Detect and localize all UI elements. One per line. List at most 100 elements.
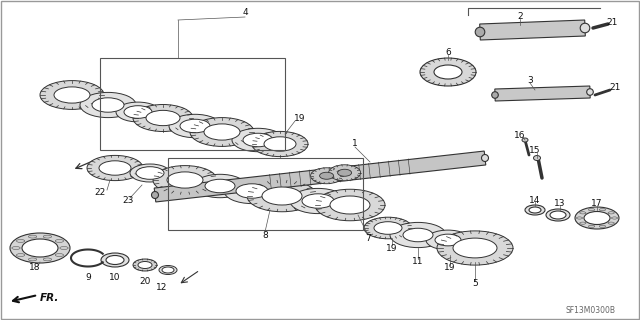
Ellipse shape bbox=[153, 166, 217, 195]
Ellipse shape bbox=[608, 212, 614, 214]
Ellipse shape bbox=[550, 211, 566, 219]
Ellipse shape bbox=[403, 228, 433, 242]
Ellipse shape bbox=[167, 172, 203, 188]
Ellipse shape bbox=[232, 128, 284, 152]
Ellipse shape bbox=[252, 132, 308, 156]
Polygon shape bbox=[154, 151, 486, 202]
Text: 2: 2 bbox=[517, 12, 523, 20]
Ellipse shape bbox=[588, 209, 595, 211]
Ellipse shape bbox=[330, 196, 370, 214]
Ellipse shape bbox=[580, 212, 586, 214]
Ellipse shape bbox=[435, 234, 461, 246]
Text: 18: 18 bbox=[29, 263, 41, 273]
Ellipse shape bbox=[138, 261, 152, 268]
Ellipse shape bbox=[180, 119, 210, 133]
Text: 17: 17 bbox=[591, 198, 603, 207]
Ellipse shape bbox=[580, 23, 590, 33]
Ellipse shape bbox=[584, 212, 610, 225]
Ellipse shape bbox=[290, 188, 346, 214]
Ellipse shape bbox=[162, 267, 174, 273]
Polygon shape bbox=[495, 86, 590, 101]
Ellipse shape bbox=[44, 258, 52, 261]
Ellipse shape bbox=[302, 194, 334, 208]
Ellipse shape bbox=[611, 217, 618, 219]
Text: 13: 13 bbox=[554, 198, 566, 207]
Ellipse shape bbox=[92, 98, 124, 112]
Text: SF13M0300B: SF13M0300B bbox=[565, 306, 615, 315]
Ellipse shape bbox=[28, 235, 36, 238]
Ellipse shape bbox=[374, 222, 402, 234]
Text: 10: 10 bbox=[109, 274, 121, 283]
Ellipse shape bbox=[481, 155, 488, 162]
Text: 8: 8 bbox=[262, 230, 268, 239]
Ellipse shape bbox=[146, 110, 180, 126]
Ellipse shape bbox=[529, 207, 541, 213]
Ellipse shape bbox=[152, 191, 159, 198]
Ellipse shape bbox=[338, 169, 351, 176]
Ellipse shape bbox=[437, 231, 513, 265]
Ellipse shape bbox=[328, 165, 360, 181]
Ellipse shape bbox=[169, 114, 221, 138]
Text: 19: 19 bbox=[387, 244, 397, 252]
Ellipse shape bbox=[190, 118, 254, 147]
Text: 6: 6 bbox=[445, 47, 451, 57]
Ellipse shape bbox=[475, 27, 485, 37]
Ellipse shape bbox=[80, 92, 136, 118]
Ellipse shape bbox=[577, 217, 582, 219]
Ellipse shape bbox=[247, 180, 317, 212]
Ellipse shape bbox=[264, 137, 296, 151]
Ellipse shape bbox=[599, 225, 605, 228]
Text: 15: 15 bbox=[529, 146, 541, 155]
Ellipse shape bbox=[580, 222, 586, 224]
Ellipse shape bbox=[99, 161, 131, 175]
Ellipse shape bbox=[204, 124, 240, 140]
Bar bbox=[100, 58, 285, 150]
Ellipse shape bbox=[87, 156, 143, 180]
Text: 1: 1 bbox=[352, 139, 358, 148]
Ellipse shape bbox=[194, 174, 246, 198]
Ellipse shape bbox=[434, 65, 462, 79]
Ellipse shape bbox=[522, 138, 528, 142]
Ellipse shape bbox=[136, 167, 164, 179]
Text: 9: 9 bbox=[85, 274, 91, 283]
Text: 23: 23 bbox=[122, 196, 134, 204]
Ellipse shape bbox=[40, 81, 104, 109]
Ellipse shape bbox=[133, 105, 193, 132]
Ellipse shape bbox=[364, 217, 412, 239]
Ellipse shape bbox=[310, 168, 342, 184]
Polygon shape bbox=[480, 20, 586, 40]
Ellipse shape bbox=[12, 246, 20, 250]
Ellipse shape bbox=[492, 92, 499, 98]
Ellipse shape bbox=[262, 187, 302, 205]
Ellipse shape bbox=[420, 58, 476, 86]
Ellipse shape bbox=[587, 89, 593, 95]
Ellipse shape bbox=[17, 239, 25, 243]
Text: 16: 16 bbox=[515, 131, 525, 140]
Ellipse shape bbox=[546, 209, 570, 221]
Ellipse shape bbox=[599, 209, 605, 211]
Text: 19: 19 bbox=[294, 114, 306, 123]
Ellipse shape bbox=[319, 172, 333, 179]
Ellipse shape bbox=[236, 184, 268, 198]
Text: 14: 14 bbox=[529, 196, 541, 204]
Ellipse shape bbox=[116, 102, 160, 122]
Ellipse shape bbox=[608, 222, 614, 224]
Ellipse shape bbox=[10, 233, 70, 263]
Text: 21: 21 bbox=[606, 18, 618, 27]
Text: 20: 20 bbox=[140, 277, 150, 286]
Ellipse shape bbox=[130, 164, 170, 182]
Ellipse shape bbox=[159, 266, 177, 275]
Text: FR.: FR. bbox=[40, 293, 60, 303]
Text: 7: 7 bbox=[365, 234, 371, 243]
Ellipse shape bbox=[453, 238, 497, 258]
Text: 11: 11 bbox=[412, 258, 424, 267]
Text: 12: 12 bbox=[156, 284, 168, 292]
Ellipse shape bbox=[426, 230, 470, 250]
Ellipse shape bbox=[575, 207, 619, 229]
Text: 19: 19 bbox=[444, 263, 456, 273]
Ellipse shape bbox=[44, 235, 52, 238]
Ellipse shape bbox=[390, 222, 446, 248]
Ellipse shape bbox=[54, 87, 90, 103]
Ellipse shape bbox=[534, 156, 541, 161]
Text: 3: 3 bbox=[527, 76, 533, 84]
